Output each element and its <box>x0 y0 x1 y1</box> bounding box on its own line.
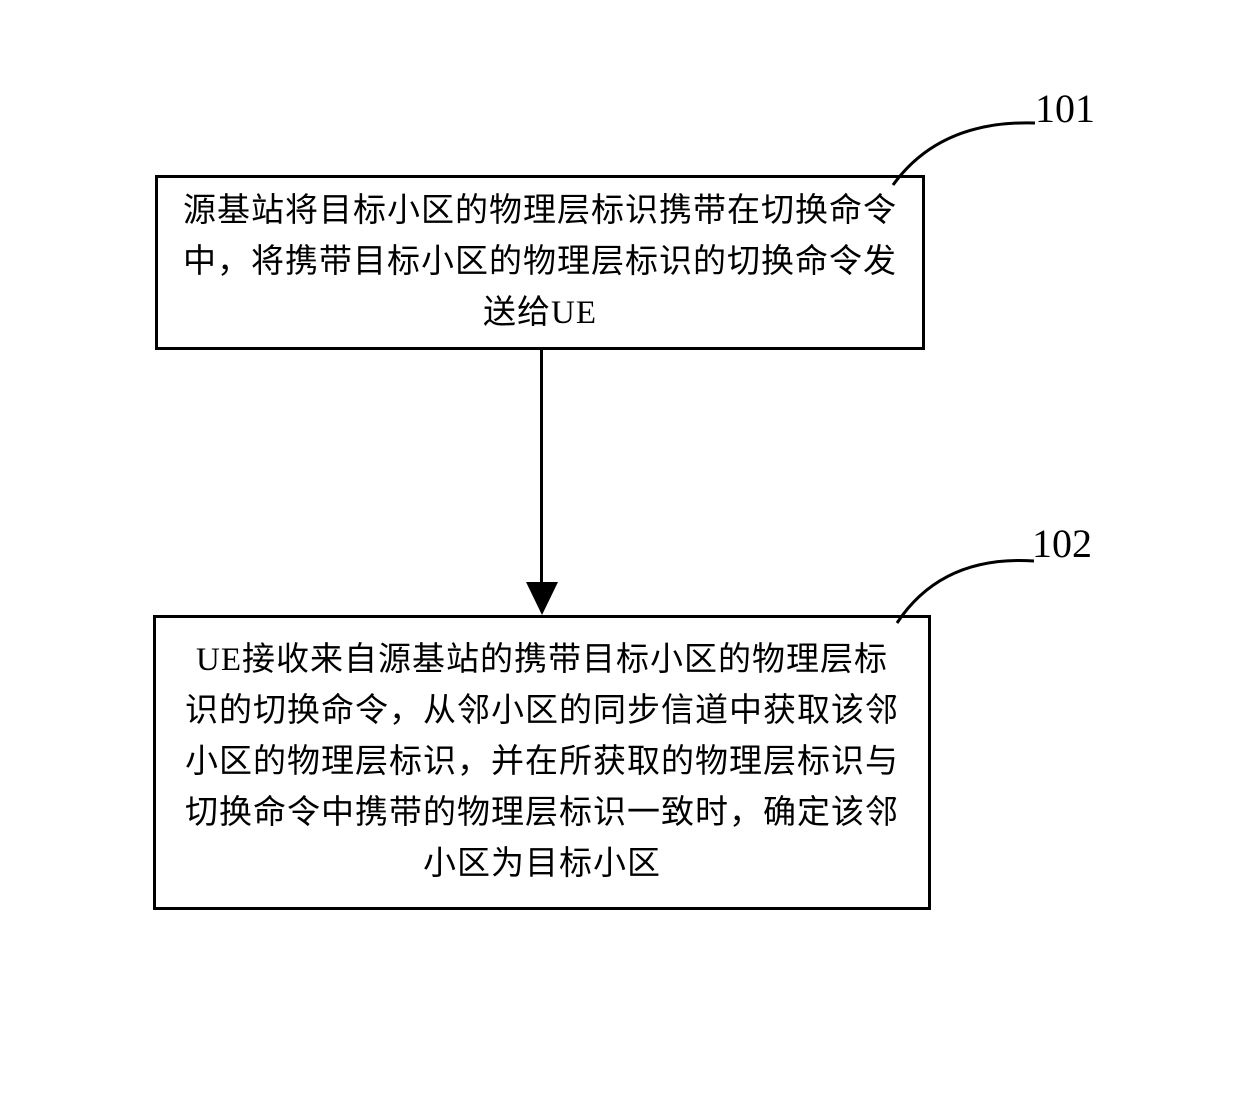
node-text: 源基站将目标小区的物理层标识携带在切换命令中，将携带目标小区的物理层标识的切换命… <box>182 186 898 339</box>
flow-arrow-line <box>540 350 543 588</box>
flowchart-node-step2: UE接收来自源基站的携带目标小区的物理层标识的切换命令，从邻小区的同步信道中获取… <box>153 615 931 910</box>
flow-arrow-head <box>526 582 558 615</box>
step-label-101: 101 <box>1035 85 1095 132</box>
node-text: UE接收来自源基站的携带目标小区的物理层标识的切换命令，从邻小区的同步信道中获取… <box>180 635 904 891</box>
step-label-102: 102 <box>1032 520 1092 567</box>
flowchart-container: 源基站将目标小区的物理层标识携带在切换命令中，将携带目标小区的物理层标识的切换命… <box>0 0 1237 1105</box>
flowchart-node-step1: 源基站将目标小区的物理层标识携带在切换命令中，将携带目标小区的物理层标识的切换命… <box>155 175 925 350</box>
